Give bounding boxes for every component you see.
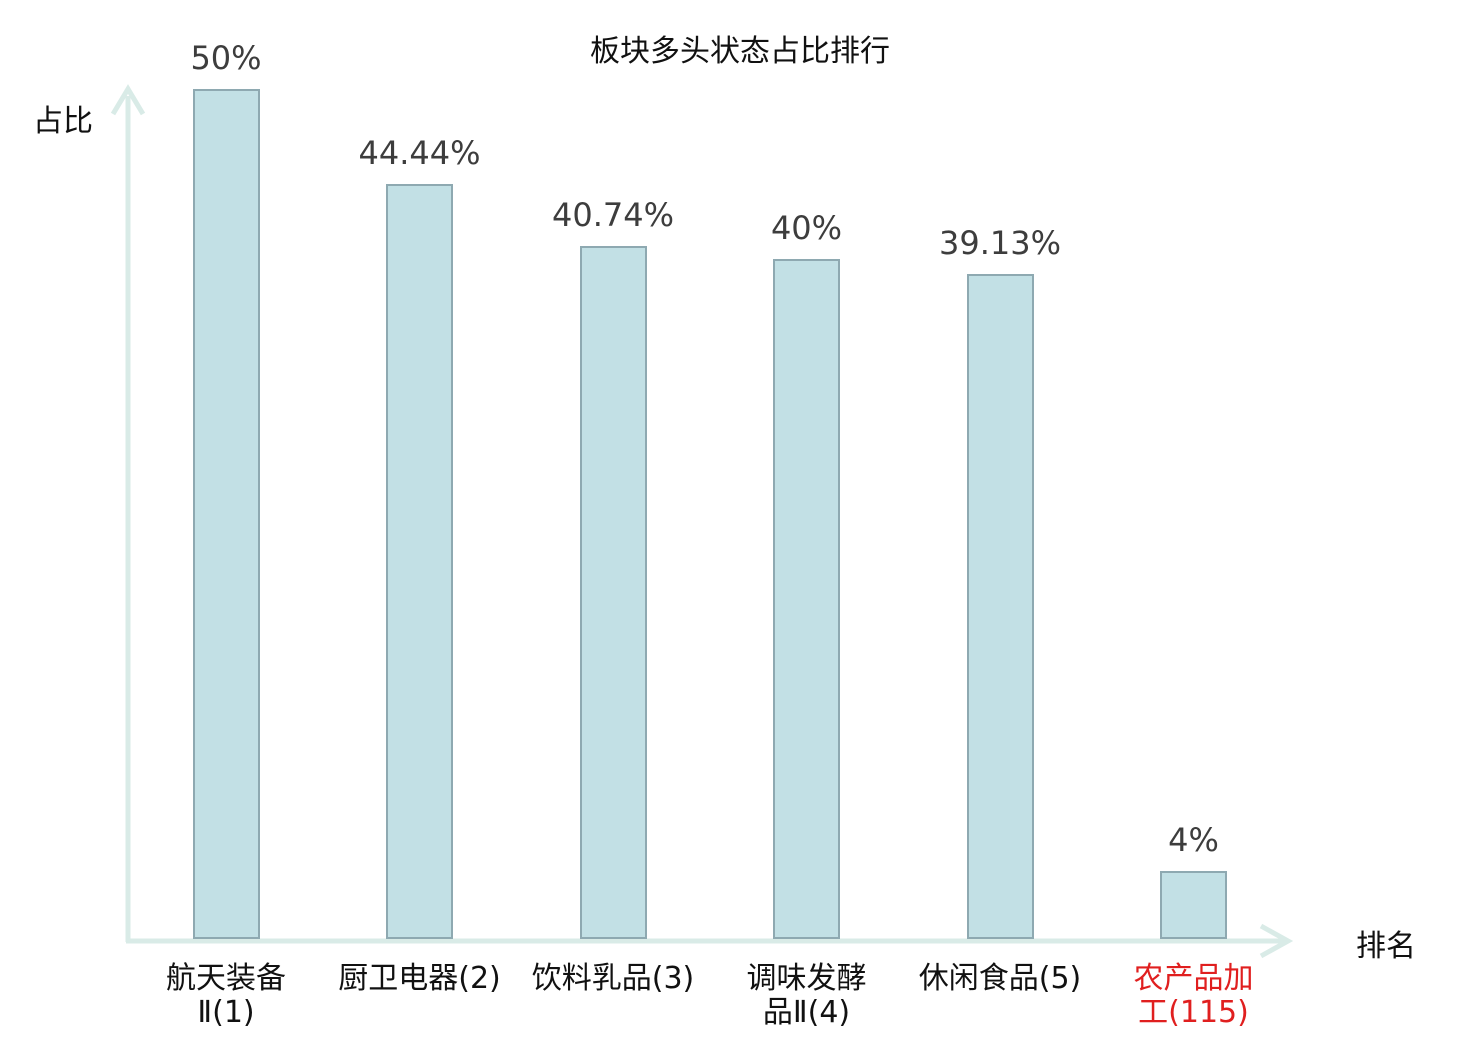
value-label-4: 40%: [770, 209, 843, 247]
value-label-2: 44.44%: [358, 133, 481, 172]
value-label-3: 40.74%: [551, 196, 674, 235]
bar-5: [966, 273, 1034, 939]
bar-6: [1160, 871, 1227, 939]
value-label-1: 50%: [190, 39, 262, 77]
y-axis-label: 占比: [33, 104, 93, 139]
chart-title: 板块多头状态占比排行: [590, 34, 890, 69]
bar-4: [773, 259, 840, 939]
x-axis-arrow-icon: [1259, 923, 1294, 959]
value-label-5: 39.13%: [938, 223, 1061, 262]
value-label-6: 4%: [1168, 821, 1219, 859]
bar-2: [386, 183, 453, 939]
x-axis-label: 排名: [1356, 929, 1416, 964]
bar-1: [192, 89, 260, 939]
category-label-4: 调味发酵 品Ⅱ(4): [746, 961, 867, 1030]
category-label-6: 农产品加 工(115): [1133, 961, 1254, 1030]
category-label-2: 厨卫电器(2): [338, 961, 501, 996]
category-label-1: 航天装备 Ⅱ(1): [166, 961, 286, 1030]
bar-3: [579, 246, 647, 939]
category-label-3: 饮料乳品(3): [531, 961, 695, 996]
category-label-5: 休闲食品(5): [918, 961, 1082, 996]
y-axis-arrow-icon: [110, 84, 146, 116]
